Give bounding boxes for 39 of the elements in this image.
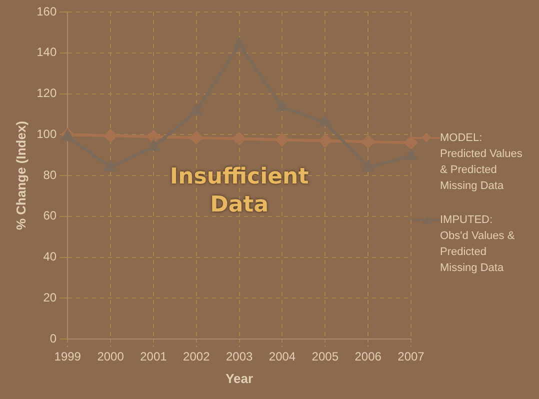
legend-label: IMPUTED: Obs'd Values & Predicted Missing Data	[440, 213, 516, 276]
y-tick-label: 40	[43, 250, 57, 264]
point	[276, 133, 289, 146]
y-tick-label: 100	[36, 126, 57, 141]
legend-label: MODEL: Predicted Values & Predicted Missing Data	[440, 131, 524, 194]
x-tick-label: 2005	[312, 350, 339, 364]
x-tick-label: 2000	[97, 350, 124, 364]
y-axis-title: % Change (Index)	[13, 120, 28, 230]
x-axis-title: Year	[226, 370, 254, 386]
point	[318, 134, 332, 148]
point	[146, 130, 160, 144]
x-tick-label: 2007	[398, 350, 425, 364]
y-tick-label: 20	[43, 290, 57, 304]
point	[190, 131, 203, 144]
y-tick-label: 80	[43, 168, 57, 182]
point	[148, 140, 160, 151]
point	[104, 160, 116, 172]
x-tick-label: 2004	[268, 350, 296, 364]
point	[362, 160, 374, 172]
x-tick-label: 2006	[354, 350, 382, 364]
y-tick-label: 60	[43, 208, 57, 223]
point	[404, 136, 418, 150]
point	[190, 104, 202, 116]
y-tick-label: 140	[36, 45, 57, 60]
point	[232, 132, 246, 146]
y-tick-label: 120	[36, 86, 57, 100]
x-tick-label: 2002	[183, 350, 210, 364]
y-tick-label: 160	[36, 4, 57, 18]
x-tick-label: 2001	[140, 350, 168, 364]
y-tick-label: 0	[50, 331, 57, 346]
x-tick-label: 1999	[54, 350, 82, 364]
x-tick-label: 2003	[226, 350, 253, 364]
point	[362, 135, 375, 148]
point	[405, 150, 417, 160]
point	[233, 38, 246, 49]
point	[104, 129, 118, 142]
annotation: Insufficient Data	[170, 164, 310, 218]
point	[319, 116, 331, 126]
point	[276, 100, 288, 112]
